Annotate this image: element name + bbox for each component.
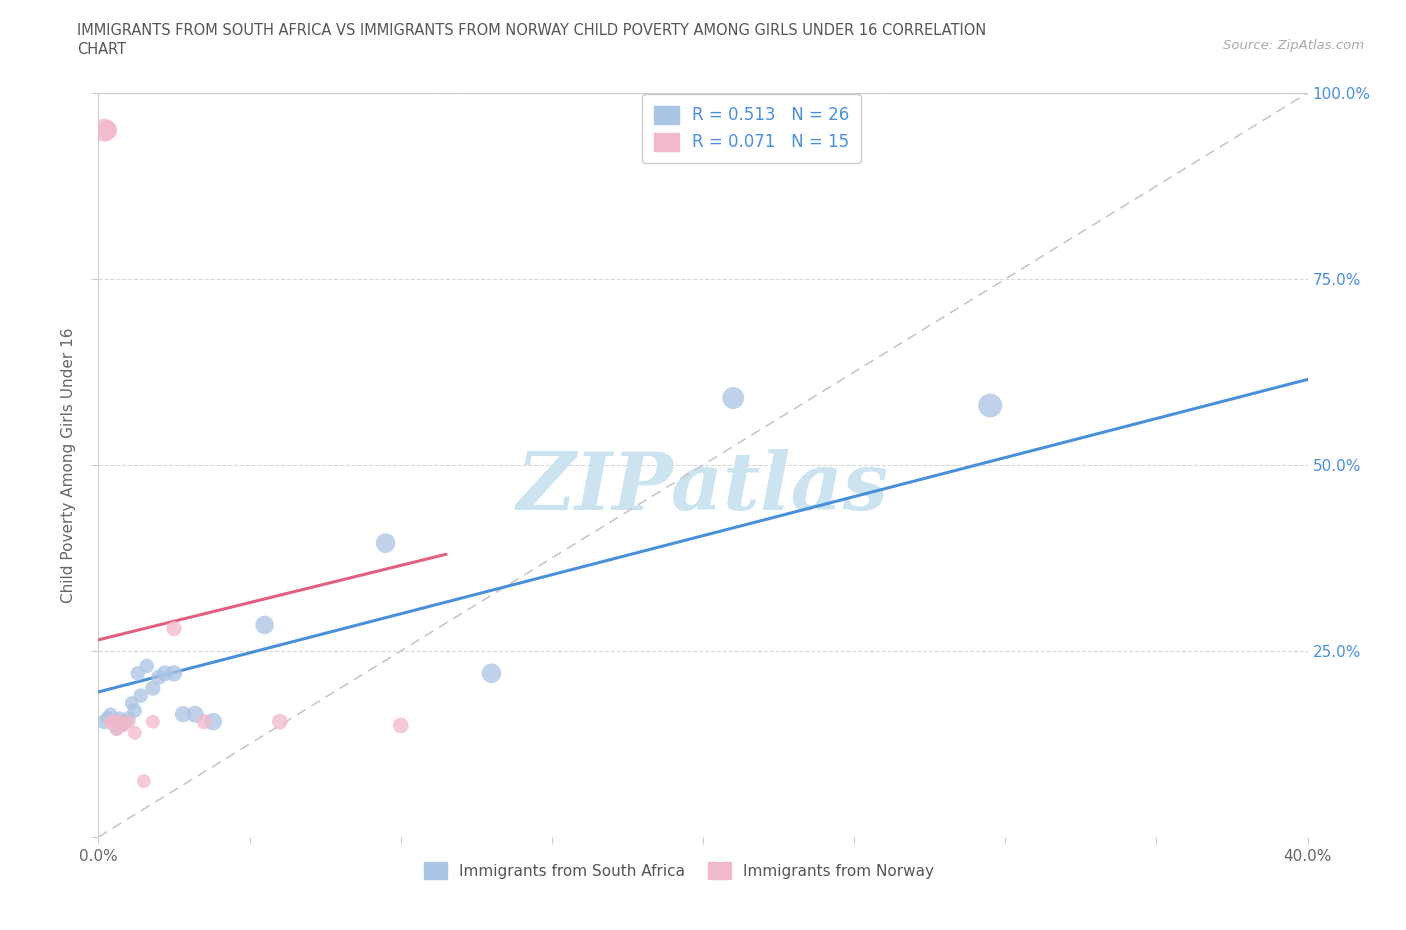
- Point: [142, 714, 165, 729]
- Point: [111, 718, 134, 733]
- Point: [124, 703, 146, 718]
- Point: [103, 718, 125, 733]
- Point: [93, 123, 115, 138]
- Point: [153, 666, 176, 681]
- Point: [148, 670, 170, 684]
- Point: [118, 714, 141, 729]
- Text: ZIPatlas: ZIPatlas: [517, 448, 889, 526]
- Point: [105, 722, 128, 737]
- Point: [103, 714, 125, 729]
- Point: [163, 666, 186, 681]
- Point: [135, 658, 157, 673]
- Point: [979, 398, 1001, 413]
- Point: [132, 774, 155, 789]
- Point: [253, 618, 276, 632]
- Point: [93, 714, 115, 729]
- Point: [114, 714, 136, 729]
- Point: [129, 688, 152, 703]
- Point: [124, 725, 146, 740]
- Point: [389, 718, 412, 733]
- Point: [723, 391, 745, 405]
- Point: [108, 714, 131, 729]
- Point: [118, 711, 141, 725]
- Point: [96, 711, 118, 725]
- Point: [269, 714, 291, 729]
- Text: Source: ZipAtlas.com: Source: ZipAtlas.com: [1223, 39, 1364, 52]
- Text: CHART: CHART: [77, 42, 127, 57]
- Text: IMMIGRANTS FROM SOUTH AFRICA VS IMMIGRANTS FROM NORWAY CHILD POVERTY AMONG GIRLS: IMMIGRANTS FROM SOUTH AFRICA VS IMMIGRAN…: [77, 23, 987, 38]
- Point: [96, 123, 118, 138]
- Point: [142, 681, 165, 696]
- Point: [100, 714, 122, 729]
- Legend: Immigrants from South Africa, Immigrants from Norway: Immigrants from South Africa, Immigrants…: [418, 857, 941, 885]
- Point: [172, 707, 194, 722]
- Y-axis label: Child Poverty Among Girls Under 16: Child Poverty Among Girls Under 16: [60, 327, 76, 603]
- Point: [100, 707, 122, 722]
- Point: [127, 666, 149, 681]
- Point: [121, 696, 143, 711]
- Point: [202, 714, 225, 729]
- Point: [111, 718, 134, 733]
- Point: [374, 536, 396, 551]
- Point: [108, 711, 131, 725]
- Point: [481, 666, 503, 681]
- Point: [193, 714, 215, 729]
- Point: [163, 621, 186, 636]
- Point: [184, 707, 207, 722]
- Point: [105, 722, 128, 737]
